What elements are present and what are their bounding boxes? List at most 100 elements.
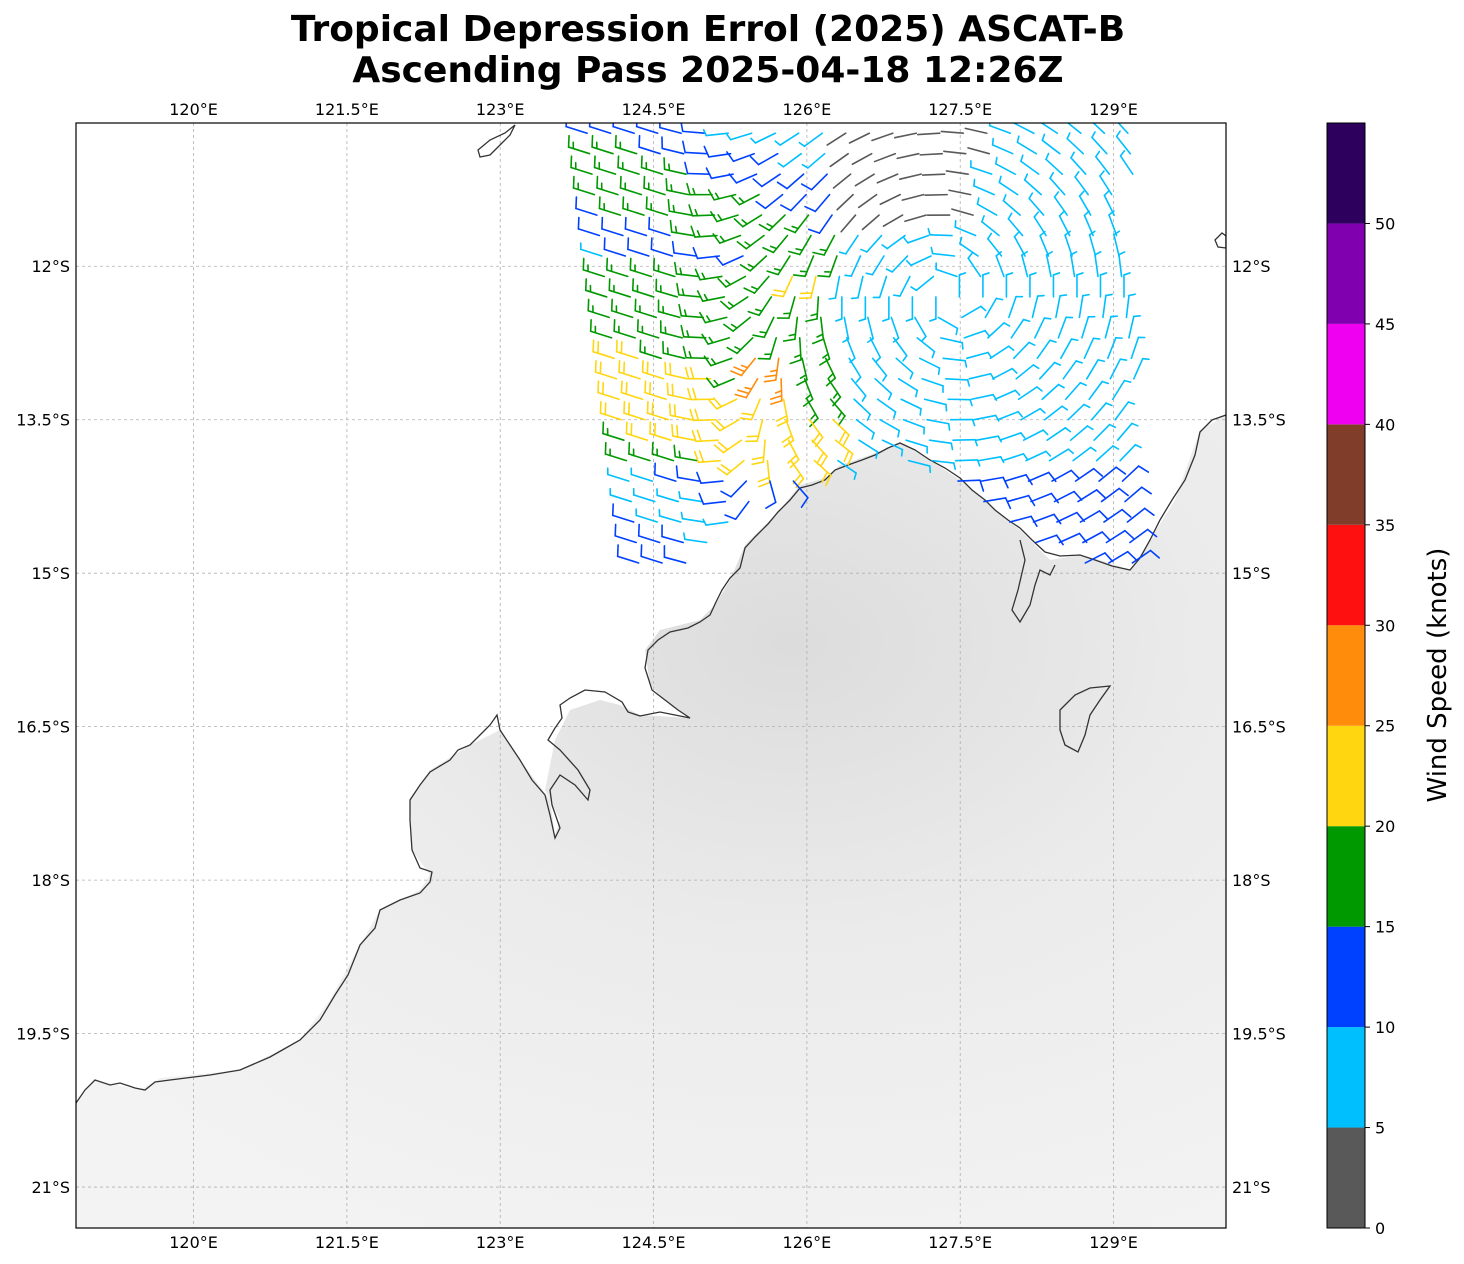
wind-barb-half-flag — [1099, 272, 1108, 276]
colorbar-tick-label: 35 — [1375, 516, 1395, 535]
wind-barb-half-flag — [1113, 230, 1121, 236]
wind-barb-shaft — [761, 173, 781, 188]
wind-barb-half-flag — [1105, 402, 1113, 407]
wind-barb-flag — [787, 454, 798, 464]
wind-barb-shaft — [1022, 429, 1044, 441]
wind-barb — [1055, 294, 1068, 319]
wind-barb-flag — [690, 225, 696, 238]
wind-barb — [957, 479, 985, 492]
wind-barb-half-flag — [828, 297, 837, 300]
wind-barb-flag — [1004, 497, 1012, 510]
wind-barb-shaft — [686, 172, 711, 175]
wind-barb-half-flag — [680, 511, 684, 520]
wind-barb — [855, 418, 875, 440]
wind-barb — [1102, 293, 1113, 319]
wind-barb — [788, 234, 812, 256]
wind-barb-shaft — [940, 130, 965, 135]
wind-barb — [1111, 379, 1132, 401]
wind-barb-flag — [1070, 469, 1081, 480]
wind-barb — [570, 155, 593, 175]
lon-tick-label-bottom: 121.5°E — [315, 1233, 379, 1252]
wind-barb-flag — [703, 355, 712, 367]
wind-barb — [696, 290, 726, 302]
wind-barb-shaft — [1053, 196, 1068, 216]
wind-barb — [1099, 170, 1113, 196]
wind-barb-shaft — [756, 418, 764, 442]
wind-barb-shaft — [834, 439, 854, 455]
wind-barb — [929, 296, 937, 322]
colorbar-bin-9 — [1327, 223, 1365, 324]
wind-barb — [1092, 123, 1106, 135]
wind-barb — [577, 216, 601, 237]
wind-barb-flag — [809, 417, 819, 428]
wind-barb-shaft — [848, 132, 871, 144]
wind-barb-shaft — [794, 316, 799, 341]
wind-barb-half-flag — [850, 297, 859, 300]
wind-barb — [943, 150, 967, 155]
wind-barb-shaft — [850, 377, 867, 397]
wind-barb-half-flag — [794, 354, 802, 358]
wind-barb-flag — [781, 434, 793, 444]
wind-barb-shaft — [1081, 316, 1090, 339]
wind-barb — [739, 255, 768, 272]
wind-barb-flag — [733, 366, 746, 373]
wind-barb-shaft — [1066, 123, 1082, 135]
wind-barb-shaft — [762, 439, 766, 463]
wind-barb-shaft — [660, 331, 683, 339]
wind-barb-half-flag — [1043, 317, 1052, 320]
wind-barb-half-flag — [696, 230, 701, 238]
wind-barb-shaft — [921, 173, 946, 176]
wind-barb-shaft — [1015, 364, 1035, 380]
wind-barb-shaft — [649, 432, 672, 441]
wind-barb-shaft — [910, 255, 932, 267]
wind-barb — [996, 410, 1023, 421]
wind-barb-flag — [723, 323, 734, 332]
wind-barb — [1103, 508, 1132, 523]
wind-barb — [606, 257, 629, 278]
wind-barb — [1041, 383, 1065, 401]
wind-barb — [659, 123, 682, 135]
wind-barb-shaft — [954, 226, 977, 237]
wind-barb-shaft — [634, 309, 658, 319]
wind-barb-flag — [824, 474, 832, 487]
wind-barb-half-flag — [861, 394, 867, 402]
wind-barb — [954, 219, 977, 237]
lon-tick-label-bottom: 126°E — [783, 1233, 832, 1252]
wind-barb-shaft — [866, 234, 883, 253]
wind-barb-shaft — [918, 357, 941, 369]
wind-barb-shaft — [943, 150, 967, 155]
wind-barb-half-flag — [770, 369, 778, 373]
wind-barb — [988, 123, 1012, 135]
wind-barb-flag — [689, 366, 695, 380]
wind-barb-shaft — [741, 214, 763, 228]
wind-barb — [720, 296, 749, 310]
wind-barb-shaft — [740, 357, 756, 377]
lon-tick-label-top: 127.5°E — [928, 100, 992, 119]
wind-barb-flag — [698, 492, 705, 505]
wind-barb-shaft — [609, 494, 633, 503]
wind-barb-shaft — [1115, 135, 1132, 155]
wind-barb — [639, 339, 662, 360]
wind-barb-field — [565, 123, 1161, 564]
wind-barb-shaft — [848, 357, 862, 378]
wind-barb — [1105, 529, 1135, 544]
wind-barb — [678, 303, 705, 319]
wind-barb — [982, 272, 990, 298]
wind-barb — [905, 296, 914, 322]
wind-barb-half-flag — [754, 308, 763, 312]
wind-barb-half-flag — [1021, 250, 1028, 257]
wind-barb-shaft — [1041, 139, 1061, 155]
wind-barb-shaft — [624, 228, 648, 237]
wind-barb-shaft — [1009, 515, 1032, 523]
wind-barb-shaft — [710, 357, 733, 367]
wind-barb — [949, 418, 976, 427]
wind-barb — [1066, 132, 1085, 155]
wind-barb-half-flag — [976, 197, 980, 205]
wind-barb-shaft — [602, 432, 625, 441]
wind-barb — [995, 251, 1005, 278]
wind-barb — [1098, 466, 1127, 482]
wind-barb — [921, 173, 946, 176]
wind-barb — [1125, 293, 1136, 319]
wind-barb — [1132, 357, 1150, 380]
wind-barb-half-flag — [969, 398, 973, 407]
